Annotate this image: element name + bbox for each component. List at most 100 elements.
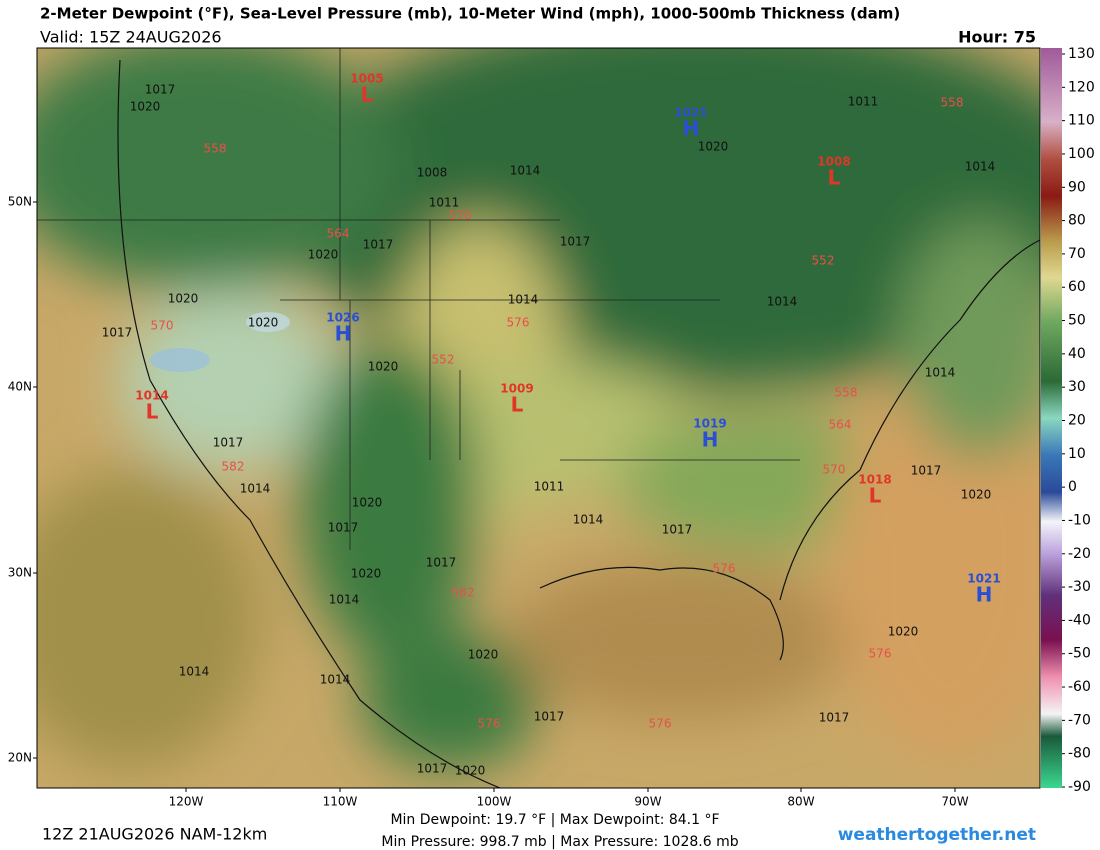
pressure-center-value: 1018 — [858, 473, 891, 487]
isobar-label: 1020 — [248, 316, 279, 330]
valid-time: Valid: 15Z 24AUG2026 — [40, 28, 222, 47]
colorbar-tick-label: -40 — [1068, 612, 1091, 628]
isobar-label: 1017 — [911, 464, 942, 478]
pressure-center-value: 1005 — [350, 72, 383, 86]
lon-label: 70W — [941, 795, 968, 809]
isobar-label: 1017 — [363, 238, 394, 252]
colorbar-tick-label: -70 — [1068, 712, 1091, 728]
colorbar — [1041, 48, 1062, 788]
colorbar-tick-label: 130 — [1068, 46, 1095, 62]
lon-label: 110W — [323, 795, 358, 809]
isobar-label: 1017 — [102, 326, 133, 340]
isobar-label: 1011 — [429, 196, 460, 210]
thickness-label: 576 — [869, 647, 892, 661]
lon-label: 90W — [634, 795, 661, 809]
map: 1005L1021H1008L1026H1014L1009L1019H1018L… — [37, 48, 1040, 788]
pressure-range: Min Pressure: 998.7 mb | Max Pressure: 1… — [381, 834, 738, 850]
thickness-label: 582 — [452, 586, 475, 600]
colorbar-tick-label: 50 — [1068, 313, 1086, 329]
thickness-label: 558 — [835, 386, 858, 400]
isobar-label: 1020 — [308, 248, 339, 262]
lat-label: 50N — [8, 195, 32, 209]
colorbar-tick-label: -30 — [1068, 579, 1091, 595]
isobar-label: 1020 — [352, 496, 383, 510]
map-frame — [36, 47, 1041, 789]
pressure-center-value: 1021 — [967, 572, 1000, 586]
dewpoint-range: Min Dewpoint: 19.7 °F | Max Dewpoint: 84… — [390, 812, 719, 828]
thickness-label: 582 — [222, 460, 245, 474]
isobar-label: 1017 — [560, 235, 591, 249]
colorbar-tick-label: 40 — [1068, 346, 1086, 362]
model-run: 12Z 21AUG2026 NAM-12km — [42, 825, 267, 844]
colorbar-tick-label: -90 — [1068, 779, 1091, 795]
thickness-label: 552 — [432, 353, 455, 367]
pressure-center-value: 1014 — [135, 389, 168, 403]
colorbar-tick-label: -60 — [1068, 679, 1091, 695]
title: 2-Meter Dewpoint (°F), Sea-Level Pressur… — [40, 5, 900, 23]
colorbar-tick-label: -50 — [1068, 646, 1091, 662]
pressure-center-letter: H — [683, 117, 700, 141]
pressure-center-value: 1009 — [500, 382, 533, 396]
isobar-label: 1017 — [328, 521, 359, 535]
colorbar-tick-label: 120 — [1068, 79, 1095, 95]
isobar-label: 1014 — [508, 293, 539, 307]
thickness-label: 576 — [713, 562, 736, 576]
pressure-center-letter: L — [511, 393, 524, 417]
pressure-center-value: 1021 — [674, 106, 707, 120]
isobar-label: 1020 — [698, 140, 729, 154]
colorbar-tick-label: -10 — [1068, 512, 1091, 528]
isobar-label: 1014 — [179, 665, 210, 679]
isobar-label: 1017 — [534, 710, 565, 724]
colorbar-tick-label: 110 — [1068, 113, 1095, 129]
colorbar-tick-label: 10 — [1068, 446, 1086, 462]
isobar-label: 1020 — [961, 488, 992, 502]
colorbar-tick-label: 70 — [1068, 246, 1086, 262]
lon-label: 120W — [169, 795, 204, 809]
colorbar-tick-label: 20 — [1068, 413, 1086, 429]
isobar-label: 1017 — [417, 762, 448, 776]
isobar-label: 1017 — [145, 83, 176, 97]
pressure-center-letter: L — [828, 166, 841, 190]
pressure-center-letter: L — [146, 400, 159, 424]
thickness-label: 570 — [151, 319, 174, 333]
pressure-center-letter: H — [976, 583, 993, 607]
pressure-center-letter: L — [869, 484, 882, 508]
isobar-label: 1014 — [240, 482, 271, 496]
isobar-label: 1017 — [819, 711, 850, 725]
isobar-label: 1014 — [320, 673, 351, 687]
thickness-label: 576 — [649, 717, 672, 731]
lat-label: 30N — [8, 566, 32, 580]
colorbar-tick-label: -20 — [1068, 546, 1091, 562]
isobar-label: 1020 — [468, 648, 499, 662]
isobar-label: 1020 — [455, 764, 486, 778]
colorbar-tick-label: 80 — [1068, 213, 1086, 229]
pressure-center-value: 1026 — [326, 311, 359, 325]
pressure-center-letter: H — [702, 428, 719, 452]
isobar-label: 1014 — [767, 295, 798, 309]
border — [37, 48, 800, 550]
isobar-label: 1008 — [417, 166, 448, 180]
isobar-label: 1014 — [965, 160, 996, 174]
thickness-label: 552 — [812, 254, 835, 268]
isobar-label: 1014 — [573, 513, 604, 527]
isobar-label: 1020 — [368, 360, 399, 374]
thickness-label: 576 — [478, 717, 501, 731]
site-name: weathertogether.net — [838, 825, 1036, 845]
thickness-label: 570 — [823, 463, 846, 477]
isobar-label: 1014 — [925, 366, 956, 380]
isobar-label: 1020 — [130, 100, 161, 114]
lat-label: 20N — [8, 751, 32, 765]
isobar-label: 1014 — [510, 164, 541, 178]
thickness-label: 570 — [449, 209, 472, 223]
colorbar-tick-label: 30 — [1068, 379, 1086, 395]
pressure-center-letter: L — [361, 83, 374, 107]
thickness-label: 564 — [327, 227, 350, 241]
pressure-center-value: 1008 — [817, 155, 850, 169]
isobar-label: 1017 — [426, 556, 457, 570]
isobar-label: 1017 — [213, 436, 244, 450]
pressure-center-letter: H — [335, 322, 352, 346]
pressure-center-value: 1019 — [693, 417, 726, 431]
isobar-label: 1014 — [329, 593, 360, 607]
